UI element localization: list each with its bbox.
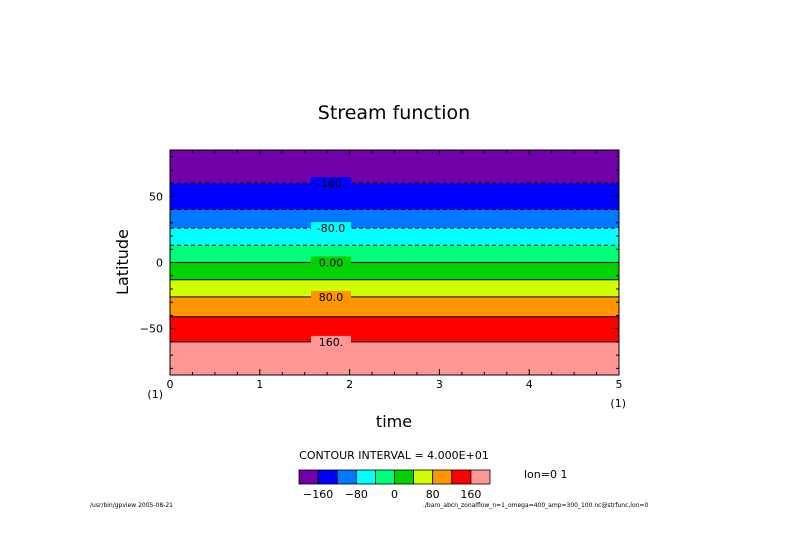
contour-label-bg xyxy=(311,335,351,348)
x-tick-label: 4 xyxy=(526,378,533,391)
contour-lines xyxy=(170,182,619,343)
x-tick-label: 5 xyxy=(616,378,623,391)
x-tick-label: 1 xyxy=(256,378,263,391)
contour-interval-label: CONTOUR INTERVAL = 4.000E+01 xyxy=(299,449,489,462)
colorbar-swatch xyxy=(432,469,453,485)
contour-label: -80.0 xyxy=(317,222,345,235)
contour-band xyxy=(170,150,619,184)
contour-label: -160. xyxy=(317,177,345,190)
colorbar-tick-label: 160 xyxy=(460,488,481,501)
y-axis-label: Latitude xyxy=(113,229,132,295)
x-unit-right: (1) xyxy=(610,397,626,410)
contour-label-bg xyxy=(311,222,351,235)
colorbar-tick-labels: −160 −80 0 80 160 xyxy=(303,488,481,501)
colorbar-swatch xyxy=(317,469,338,485)
colorbar-tick-label: 80 xyxy=(426,488,440,501)
contour-band xyxy=(170,209,619,229)
colorbar-swatch xyxy=(355,469,376,485)
colorbar-tick-label: 0 xyxy=(391,488,398,501)
contour-band xyxy=(170,228,619,246)
contour-band xyxy=(170,341,619,375)
contour-label: 80.0 xyxy=(319,291,344,304)
colorbar-swatch xyxy=(470,469,491,485)
contour-band xyxy=(170,296,619,317)
colorbar-swatch xyxy=(374,469,395,485)
contour-band xyxy=(170,245,619,263)
y-tick-label: 0 xyxy=(156,257,163,270)
x-unit-left: (1) xyxy=(147,388,163,401)
contour-labels: -160. -80.0 0.00 80.0 160. xyxy=(311,177,351,349)
y-axis-ticks: 50 0 −50 xyxy=(140,156,619,369)
y-tick-label: −50 xyxy=(140,323,163,336)
x-axis-label: time xyxy=(376,412,412,431)
colorbar-swatch xyxy=(413,469,434,485)
colorbar-tick-label: −80 xyxy=(345,488,368,501)
contour-band xyxy=(170,262,619,280)
chart-title: Stream function xyxy=(318,102,470,124)
colorbar-swatch xyxy=(394,469,415,485)
contour-label-bg xyxy=(311,177,351,190)
colorbar-swatch xyxy=(298,469,319,485)
footer-left: /usr/bin/gpview 2005-08-21 xyxy=(90,502,173,509)
colorbar-swatch xyxy=(336,469,357,485)
x-axis-ticks: 0 1 2 3 4 5 xyxy=(167,150,623,391)
contour-label-bg xyxy=(311,290,351,303)
contour-label-bg xyxy=(311,256,351,269)
contour-label: 0.00 xyxy=(319,257,344,270)
colorbar-tick-label: −160 xyxy=(303,488,333,501)
contour-band xyxy=(170,316,619,342)
colorbar xyxy=(298,469,491,485)
contour-band xyxy=(170,183,619,210)
slice-label: lon=0 1 xyxy=(524,468,567,481)
x-tick-label: 0 xyxy=(167,378,174,391)
x-tick-label: 3 xyxy=(436,378,443,391)
x-tick-label: 2 xyxy=(346,378,353,391)
contour-label: 160. xyxy=(319,336,344,349)
y-tick-label: 50 xyxy=(149,190,163,203)
colorbar-swatch xyxy=(451,469,472,485)
footer-right: ./baro_abcn_zonalflow_n=1_omega=400_amp=… xyxy=(423,502,649,509)
contour-band xyxy=(170,279,619,297)
contour-bands xyxy=(170,150,619,375)
